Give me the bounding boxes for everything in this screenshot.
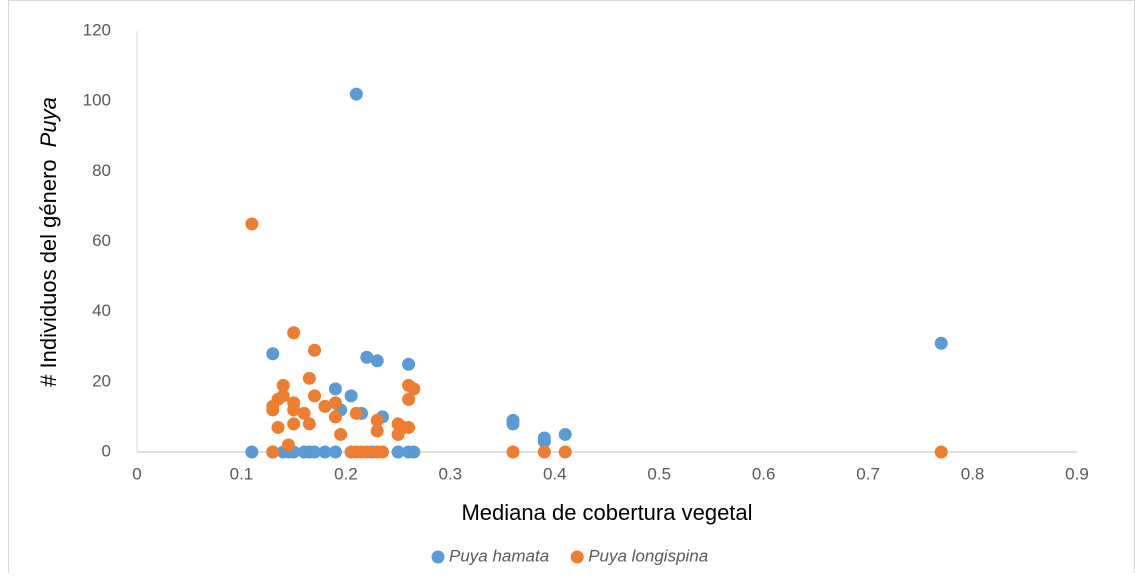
x-tick-label: 0.6 [752, 464, 776, 483]
y-tick-label: 60 [92, 231, 111, 250]
y-axis-label-genus: Puya [36, 97, 61, 147]
point [318, 445, 332, 459]
point [375, 445, 389, 459]
point [334, 427, 348, 441]
y-axis-label: # Individuos del género Puya [36, 97, 61, 387]
x-tick-label: 0.2 [334, 464, 358, 483]
point [360, 445, 374, 459]
point [402, 392, 416, 406]
point [287, 403, 301, 417]
y-tick-label: 20 [92, 371, 111, 390]
point [506, 417, 520, 431]
x-axis-label: Mediana de cobertura vegetal [461, 500, 752, 525]
x-tick-label: 0 [132, 464, 141, 483]
point [537, 434, 551, 448]
point [287, 326, 301, 340]
point [266, 403, 280, 417]
point [281, 438, 295, 452]
point [391, 445, 405, 459]
point [349, 87, 363, 101]
point [328, 410, 342, 424]
point [402, 445, 416, 459]
x-tick-label: 0.3 [439, 464, 463, 483]
point [328, 396, 342, 410]
point [266, 347, 280, 361]
x-tick-label: 0.5 [647, 464, 671, 483]
x-tick-label: 0.8 [961, 464, 985, 483]
point [318, 399, 332, 413]
point [276, 389, 290, 403]
point [344, 389, 358, 403]
point [506, 445, 520, 459]
point [370, 354, 384, 368]
point [349, 406, 363, 420]
y-tick-label: 80 [92, 161, 111, 180]
point [934, 336, 948, 350]
point [402, 420, 416, 434]
point [370, 424, 384, 438]
x-tick-label: 0.4 [543, 464, 567, 483]
point [407, 382, 421, 396]
point [245, 217, 259, 231]
point [302, 417, 316, 431]
x-tick-label: 0.9 [1065, 464, 1089, 483]
point [308, 343, 322, 357]
point [558, 427, 572, 441]
point [276, 378, 290, 392]
point [328, 382, 342, 396]
y-tick-label: 40 [92, 301, 111, 320]
point [287, 417, 301, 431]
point [302, 371, 316, 385]
point [297, 406, 311, 420]
y-tick-label: 100 [83, 91, 111, 110]
y-tick-label: 120 [83, 20, 111, 39]
x-tick-label: 0.7 [856, 464, 880, 483]
legend-marker [570, 550, 584, 564]
point [558, 445, 572, 459]
y-axis-label-main: # Individuos del género [36, 159, 61, 387]
chart-frame [8, 0, 1135, 578]
legend-label: Puya longispina [588, 546, 708, 565]
point [245, 445, 259, 459]
point [308, 389, 322, 403]
point [328, 445, 342, 459]
legend-label: Puya hamata [449, 546, 549, 565]
point [271, 420, 285, 434]
point [266, 445, 280, 459]
legend-marker [431, 550, 445, 564]
point [370, 413, 384, 427]
y-tick-label: 0 [102, 441, 111, 460]
x-tick-label: 0.1 [230, 464, 254, 483]
point [308, 445, 322, 459]
point [934, 445, 948, 459]
point [360, 350, 374, 364]
point [402, 357, 416, 371]
point [537, 445, 551, 459]
